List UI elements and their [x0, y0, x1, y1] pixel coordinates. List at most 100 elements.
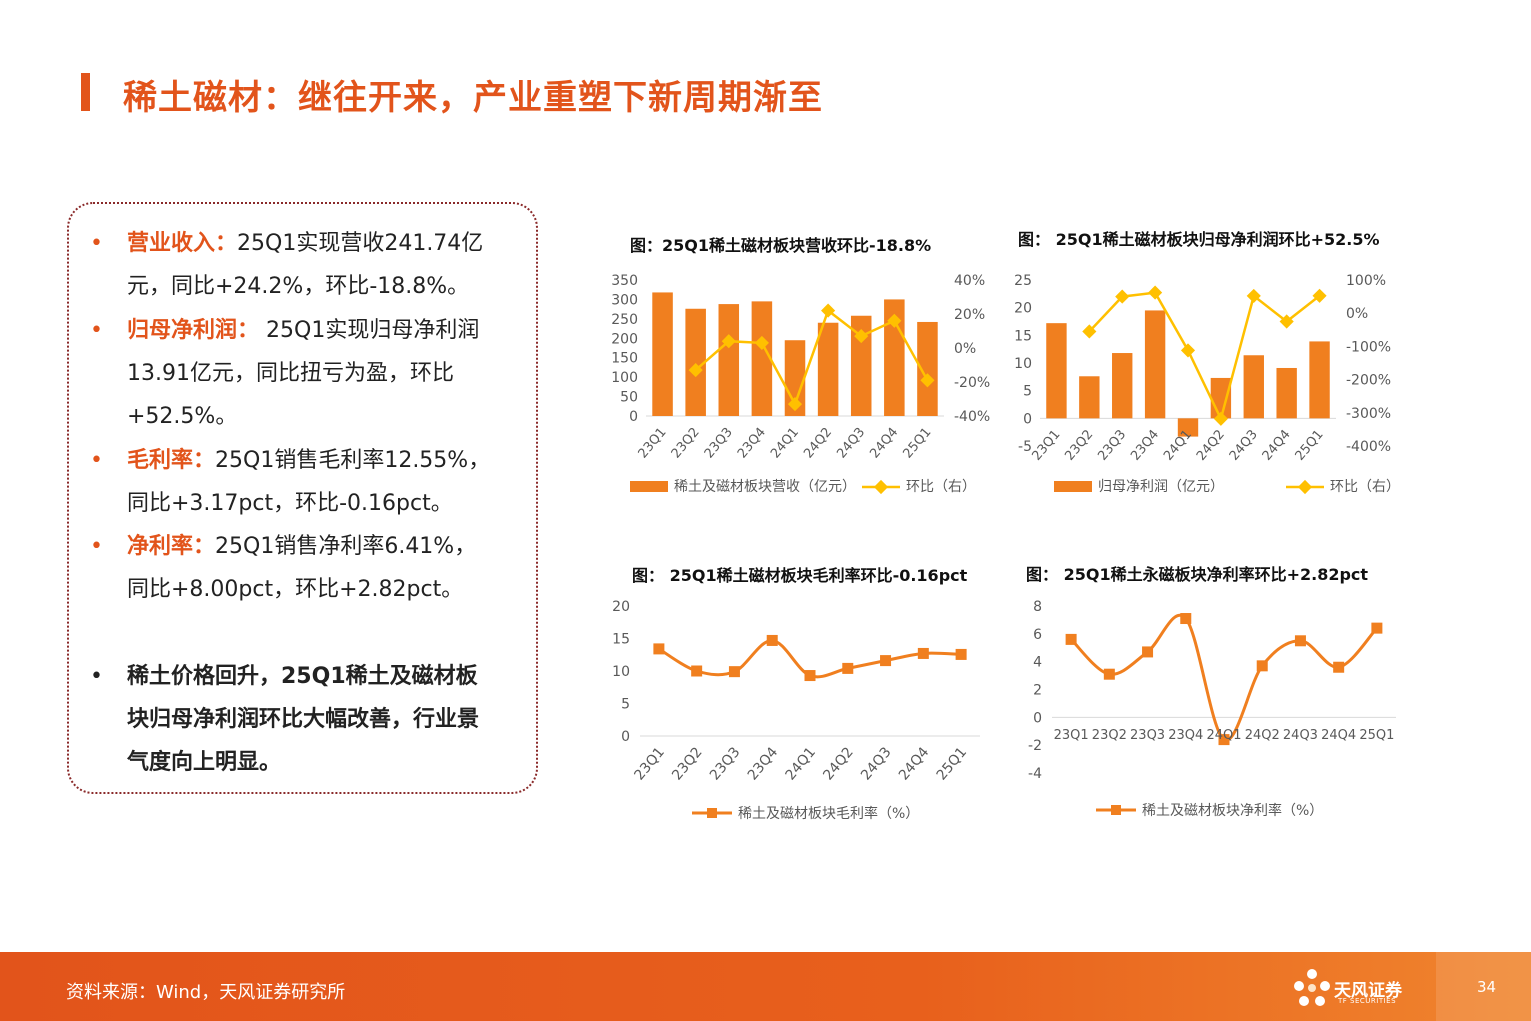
legend-label: 稀土及磁材板块毛利率（%）	[738, 805, 919, 822]
x-tick-label: 24Q2	[820, 744, 857, 783]
bullet-net-profit: 归母净利润： 25Q1实现归母净利润 13.91亿元，同比扭亏为盈，环比 +52…	[127, 309, 517, 438]
bar	[1112, 353, 1133, 419]
x-tick-label: 24Q2	[1245, 728, 1280, 743]
legend-label: 归母净利润（亿元）	[1098, 478, 1224, 495]
series-point	[804, 670, 816, 682]
bullet-label: 归母净利润：	[127, 318, 260, 343]
series-point	[854, 329, 869, 344]
x-tick-label: 23Q4	[1168, 728, 1203, 743]
x-tick-label: 23Q3	[702, 425, 736, 461]
y-tick-label: 10	[612, 664, 630, 680]
bullet-dot: •	[90, 231, 103, 256]
bar	[685, 308, 706, 416]
series-point	[887, 313, 902, 328]
y2-tick-label: 0%	[1346, 306, 1368, 322]
bullet-dot: •	[90, 664, 103, 689]
legend-swatch-bar	[630, 481, 668, 492]
x-tick-label: 24Q4	[867, 425, 901, 461]
bar	[1177, 418, 1199, 437]
y2-tick-label: 100%	[1346, 273, 1386, 289]
y-tick-label: 8	[1033, 599, 1042, 615]
series-point	[1256, 660, 1268, 672]
bar	[751, 301, 773, 416]
conclusion-line: 气度向上明显。	[127, 750, 282, 775]
x-tick-label: 24Q1	[783, 744, 820, 783]
series-point	[1371, 622, 1383, 634]
series-point	[1148, 285, 1163, 300]
chart-title-net-margin: 图： 25Q1稀土永磁板块净利率环比+2.82pct	[1026, 565, 1369, 584]
x-tick-label: 23Q1	[1029, 427, 1063, 463]
bar	[1079, 376, 1100, 419]
x-tick-label: 24Q3	[1227, 427, 1261, 463]
logo-text-en: TF SECURITIES	[1338, 997, 1397, 1005]
bullet-text: 同比+3.17pct，环比-0.16pct。	[127, 491, 453, 516]
series-point	[1218, 734, 1230, 746]
y-tick-label: 25	[1014, 273, 1032, 289]
y-tick-label: 100	[611, 370, 638, 386]
series-point	[1246, 288, 1261, 304]
x-tick-label: 23Q2	[669, 744, 706, 783]
bullet-dot: •	[90, 318, 103, 343]
x-tick-label: 23Q4	[735, 425, 769, 461]
x-tick-label: 23Q3	[1130, 728, 1165, 743]
y-tick-label: 350	[611, 273, 638, 289]
bullet-text: 25Q1销售毛利率12.55%，	[215, 448, 491, 473]
series-point	[1180, 343, 1196, 358]
series-point	[688, 363, 703, 378]
y2-tick-label: -200%	[1346, 373, 1391, 389]
legend-marker	[1297, 479, 1313, 495]
bullet-text: 25Q1实现归母净利润	[259, 318, 480, 343]
series-point	[1333, 661, 1345, 673]
x-tick-label: 25Q1	[1293, 427, 1327, 463]
x-tick-label: 23Q4	[1128, 427, 1162, 463]
series-point	[1142, 646, 1154, 658]
legend-label: 环比（右）	[1330, 479, 1400, 495]
x-tick-label: 24Q4	[1260, 427, 1294, 463]
conclusion-line: 稀土价格回升，25Q1稀土及磁材板	[127, 664, 478, 689]
y2-tick-label: -20%	[954, 375, 990, 391]
tf-logo-icon	[1294, 969, 1330, 1006]
x-tick-label: 23Q1	[636, 425, 670, 461]
x-tick-label: 24Q2	[801, 425, 835, 461]
x-tick-label: 23Q2	[1062, 427, 1096, 463]
y-tick-label: 15	[1014, 328, 1032, 344]
bullet-dot: •	[90, 448, 103, 473]
y-tick-label: 0	[629, 409, 638, 425]
series-line	[1070, 614, 1379, 742]
y-tick-label: 4	[1033, 655, 1042, 671]
x-tick-label: 24Q2	[1194, 427, 1228, 463]
legend-marker	[707, 808, 717, 818]
legend-marker	[873, 479, 889, 495]
legend-marker	[1111, 805, 1121, 815]
x-tick-label: 24Q1	[1161, 427, 1195, 463]
bullet-text: 13.91亿元，同比扭亏为盈，环比	[127, 361, 454, 386]
x-tick-label: 24Q3	[1283, 728, 1318, 743]
bar	[718, 304, 740, 416]
y-tick-label: 2	[1033, 683, 1042, 699]
y2-tick-label: 40%	[954, 273, 985, 289]
x-tick-label: 25Q1	[934, 744, 971, 783]
x-tick-label: 23Q2	[669, 425, 703, 461]
x-tick-label: 23Q4	[745, 744, 782, 783]
y-tick-label: 5	[1023, 384, 1032, 400]
x-tick-label: 24Q1	[768, 425, 802, 461]
x-tick-label: 24Q3	[858, 744, 895, 783]
bar	[1046, 323, 1067, 419]
bullet-text: 同比+8.00pct，环比+2.82pct。	[127, 577, 464, 602]
y-tick-label: 200	[611, 331, 638, 347]
x-tick-label: 24Q3	[834, 425, 868, 461]
x-tick-label: 23Q2	[1092, 728, 1127, 743]
y-tick-label: 300	[611, 292, 638, 308]
y2-tick-label: -100%	[1346, 339, 1391, 355]
legend-label: 稀土及磁材板块营收（亿元）	[674, 479, 856, 495]
series-point	[1294, 635, 1306, 647]
series-point	[917, 647, 929, 659]
y-tick-label: 0	[621, 729, 630, 745]
series-point	[787, 397, 803, 412]
y-tick-label: 50	[620, 390, 638, 406]
y2-tick-label: -400%	[1346, 439, 1391, 455]
x-tick-label: 23Q3	[1095, 427, 1129, 463]
y-tick-label: -2	[1028, 738, 1042, 754]
series-point	[1312, 288, 1327, 303]
